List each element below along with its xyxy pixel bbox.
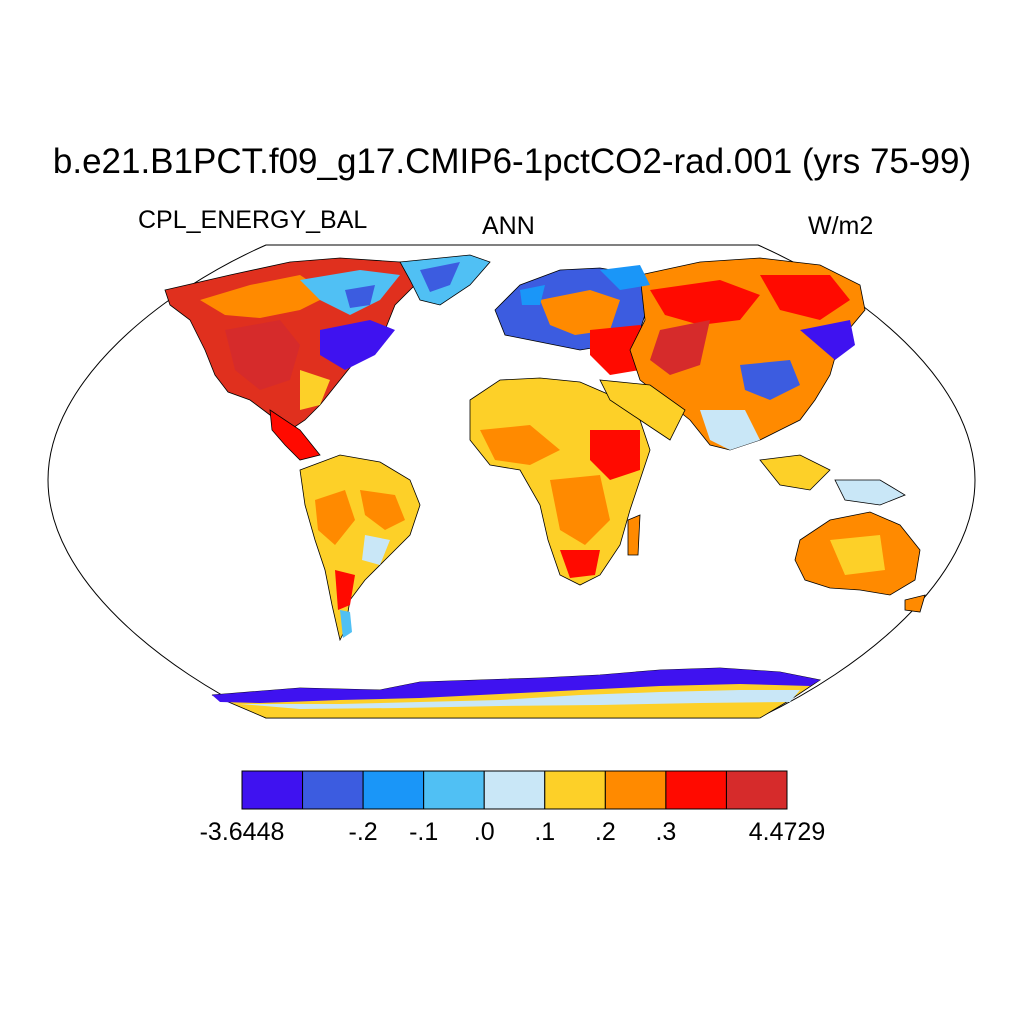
colorbar-label: .2 [594,818,616,846]
asia-region [600,257,866,451]
colorbar-label: .3 [655,818,677,846]
southeast-asia-region [759,454,906,506]
colorbar-label: 4.4729 [748,818,826,846]
colorbar-label: -.1 [409,818,439,846]
colorbar-label: .1 [534,818,556,846]
colorbar-label: .0 [473,818,495,846]
colorbar-label: -3.6448 [199,818,285,846]
units-label: W/m2 [808,212,874,240]
south-america-region [299,454,421,642]
colorbar-label: -.2 [348,818,378,846]
australia-region [794,511,926,613]
greenland-region [399,254,491,306]
variable-label: CPL_ENERGY_BAL [138,206,368,234]
plot-title: b.e21.B1PCT.f09_g17.CMIP6-1pctCO2-rad.00… [52,142,972,181]
season-label: ANN [482,212,535,240]
antarctica-region [211,667,822,719]
africa-region [469,377,686,586]
north-america-region [164,257,421,461]
